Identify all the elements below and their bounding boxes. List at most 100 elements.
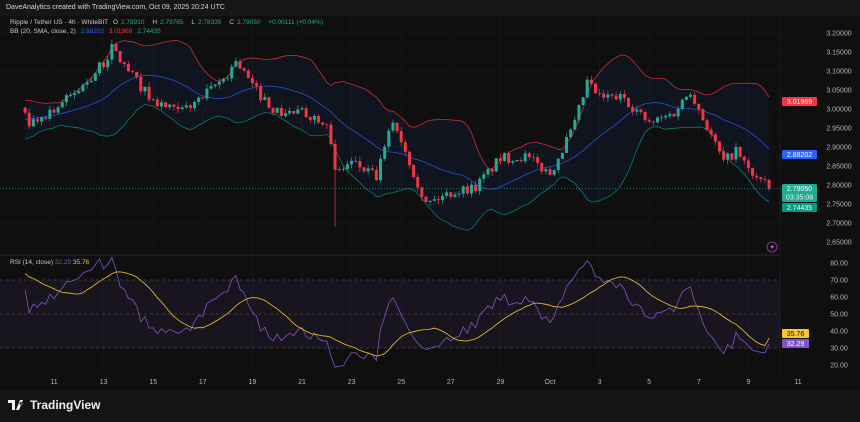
candle-body [717,141,721,152]
candle-body [139,76,143,92]
candle-body [255,83,259,87]
candle-body [755,175,759,178]
high-value: 2.79765 [160,19,184,26]
candle-body [184,105,188,108]
candle-body [172,104,176,107]
bollinger-basis-line [25,74,770,190]
candle-body [618,93,622,100]
candle-body [275,108,279,113]
candle-body [742,156,746,161]
candle-body [296,109,300,114]
close-value: 2.79050 [236,19,261,26]
price-tick-label: 2.80000 [826,183,851,190]
candle-body [469,184,473,194]
candle-body [383,146,387,159]
candle-body [288,110,292,114]
rsi-ma-line [24,271,770,357]
change-value: +0.00111 (+0.04%) [268,19,323,26]
candle-body [52,109,56,113]
rsi-label[interactable]: RSI (14, close) [10,259,53,266]
open-label: O [112,19,119,26]
bb-label[interactable]: BB (20, SMA, close, 2) [10,28,76,35]
candle-body [614,95,618,100]
candle-body [329,124,333,145]
candle-body [267,97,271,108]
candle-body [552,169,556,175]
candle-body [366,168,370,172]
basis-price-tag [782,150,817,159]
candle-body [432,199,436,201]
candle-body [93,73,97,81]
lightning-icon[interactable] [766,241,778,253]
price-tick-label: 2.65000 [826,240,851,247]
price-tick-label: 3.10000 [826,69,851,76]
candle-body [507,153,511,163]
price-tick-label: 2.85000 [826,164,851,171]
candle-body [606,94,610,98]
candle-body [697,103,701,110]
candle-body [577,105,581,120]
x-tick-label: 23 [348,379,356,386]
candle-body [751,167,755,176]
candle-body [709,129,713,135]
candle-body [639,109,643,112]
candle-body [197,97,201,103]
candle-body [482,174,486,179]
candle-body [680,99,684,109]
candle-body [279,108,283,116]
candle-body [333,144,337,170]
candle-body [40,117,44,122]
candle-body [548,169,552,175]
candle-body [73,93,77,95]
candle-body [544,169,548,172]
symbol-label[interactable]: Ripple / Tether US · 4h · WhiteBIT [10,19,109,26]
chart-svg[interactable]: 11 13 15 17 19 21 23 25 27 29 Oct 3 5 7 9 11 3.20000 3.15… [0,0,860,390]
candle-body [27,112,31,127]
candle-body [560,152,564,159]
candle-body [110,44,114,60]
candle-body [358,161,362,168]
candle-body [573,119,577,130]
candle-body [391,122,395,131]
price-tick-label: 3.15000 [826,50,851,57]
candle-body [602,93,606,98]
basis-price-text: 2.88202 [787,152,812,159]
candle-body [164,102,168,108]
candle-body [350,160,354,165]
lower-band-price-text: 2.74435 [787,205,812,212]
candle-body [635,109,639,112]
candle-body [581,97,585,106]
candle-body [35,119,39,122]
candle-body [519,160,523,162]
rsi-legend: RSI (14, close) 32.29 35.76 [10,259,89,266]
candle-body [122,62,126,65]
x-tick-label: 7 [697,379,701,386]
attribution-text: DaveAnalytics created with TradingView.c… [6,4,225,11]
tradingview-logo[interactable]: TradingView [8,398,100,412]
candle-body [263,97,267,101]
low-value: 2.78335 [197,19,222,26]
rsi-tick-label: 80.00 [830,261,848,268]
candle-body [48,109,52,119]
candle-body [226,78,230,80]
candle-body [730,153,734,160]
candle-body [321,122,325,125]
rsi-ma-tag-text: 35.76 [787,331,805,338]
price-tick-label: 3.00000 [826,107,851,114]
price-tick-label: 3.05000 [826,88,851,95]
price-tick-label: 2.75000 [826,202,851,209]
candle-body [457,193,461,195]
candle-body [763,179,767,181]
attribution-bar: DaveAnalytics created with TradingView.c… [0,0,860,16]
candle-body [180,107,184,109]
candle-body [242,68,246,71]
last-price-tag [782,184,817,202]
candle-body [221,78,225,82]
price-tick-label: 2.70000 [826,221,851,228]
candle-body [143,86,147,92]
x-tick-label: 19 [249,379,257,386]
candle-body [250,77,254,84]
upper-band-price-text: 3.01969 [787,99,812,106]
candle-body [147,86,151,100]
candle-body [589,79,593,84]
